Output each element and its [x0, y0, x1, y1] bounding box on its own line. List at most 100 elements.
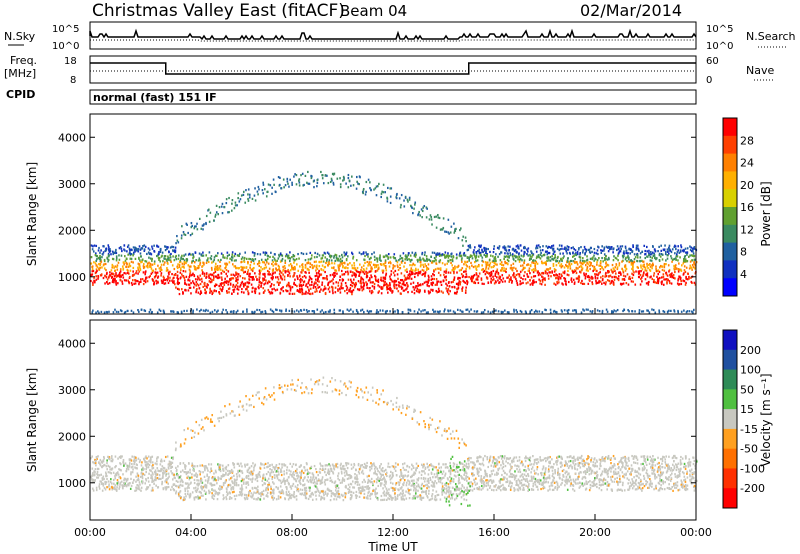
heatmap-cell: [406, 198, 409, 201]
heatmap-cell: [122, 267, 125, 270]
heatmap-cell: [199, 282, 202, 286]
heatmap-cell: [309, 265, 311, 269]
heatmap-cell: [417, 213, 419, 217]
heatmap-cell: [123, 248, 125, 251]
heatmap-cell: [178, 484, 181, 488]
heatmap-cell: [565, 250, 568, 253]
heatmap-cell: [366, 286, 369, 289]
heatmap-cell: [176, 270, 179, 273]
heatmap-cell: [646, 262, 648, 265]
heatmap-cell: [203, 281, 206, 285]
heatmap-cell: [373, 188, 375, 191]
heatmap-cell: [205, 308, 207, 312]
heatmap-cell: [505, 270, 507, 274]
heatmap-cell: [195, 420, 198, 424]
heatmap-cell: [470, 261, 472, 265]
heatmap-cell: [185, 473, 188, 476]
heatmap-cell: [684, 258, 687, 261]
heatmap-cell: [107, 276, 110, 279]
heatmap-cell: [98, 461, 100, 464]
heatmap-cell: [692, 311, 694, 314]
heatmap-cell: [289, 251, 291, 254]
heatmap-cell: [427, 311, 429, 314]
heatmap-cell: [161, 251, 164, 254]
heatmap-cell: [354, 285, 357, 288]
heatmap-cell: [127, 253, 129, 256]
heatmap-cell: [265, 259, 268, 262]
heatmap-cell: [128, 247, 131, 250]
heatmap-cell: [535, 280, 537, 284]
heatmap-cell: [190, 226, 193, 229]
heatmap-cell: [580, 281, 582, 285]
heatmap-cell: [525, 311, 528, 314]
heatmap-cell: [663, 266, 666, 269]
heatmap-cell: [433, 260, 436, 263]
heatmap-cell: [670, 255, 672, 258]
heatmap-cell: [221, 278, 223, 281]
heatmap-cell: [206, 473, 209, 476]
heatmap-cell: [691, 254, 694, 257]
heatmap-cell: [212, 476, 215, 479]
heatmap-cell: [168, 258, 170, 262]
heatmap-cell: [232, 283, 235, 287]
heatmap-cell: [587, 282, 590, 285]
heatmap-cell: [600, 249, 602, 252]
heatmap-cell: [572, 271, 574, 274]
heatmap-cell: [108, 488, 111, 491]
heatmap-cell: [200, 494, 203, 497]
heatmap-cell: [142, 466, 144, 469]
heatmap-cell: [171, 279, 173, 282]
heatmap-cell: [156, 463, 158, 466]
heatmap-cell: [509, 245, 511, 248]
heatmap-cell: [99, 462, 101, 466]
heatmap-cell: [283, 264, 286, 268]
heatmap-cell: [306, 310, 309, 313]
heatmap-cell: [595, 273, 598, 276]
heatmap-cell: [406, 255, 408, 258]
heatmap-cell: [342, 179, 344, 182]
heatmap-cell: [409, 273, 412, 276]
heatmap-cell: [678, 283, 681, 286]
heatmap-cell: [285, 253, 288, 256]
heatmap-cell: [141, 474, 144, 477]
heatmap-cell: [658, 266, 661, 269]
heatmap-cell: [232, 273, 235, 276]
heatmap-cell: [344, 266, 347, 270]
heatmap-cell: [251, 269, 254, 273]
heatmap-cell: [217, 493, 220, 496]
heatmap-cell: [513, 275, 515, 278]
heatmap-cell: [308, 182, 311, 185]
heatmap-cell: [135, 467, 137, 470]
heatmap-cell: [273, 283, 275, 287]
heatmap-cell: [475, 256, 478, 259]
heatmap-cell: [178, 476, 181, 479]
heatmap-cell: [255, 287, 257, 290]
heatmap-cell: [596, 277, 599, 280]
heatmap-cell: [309, 292, 312, 296]
heatmap-cell: [452, 266, 455, 270]
heatmap-cell: [300, 284, 303, 287]
heatmap-cell: [540, 252, 542, 255]
heatmap-cell: [218, 206, 221, 209]
heatmap-cell: [214, 476, 216, 479]
heatmap-cell: [164, 255, 167, 258]
heatmap-cell: [143, 309, 146, 312]
heatmap-cell: [145, 477, 147, 481]
heatmap-cell: [626, 256, 629, 259]
heatmap-cell: [186, 260, 188, 263]
heatmap-cell: [213, 256, 216, 259]
heatmap-cell: [327, 263, 329, 266]
heatmap-cell: [174, 476, 176, 480]
heatmap-cell: [503, 267, 505, 270]
heatmap-cell: [628, 310, 630, 313]
heatmap-cell: [432, 288, 434, 292]
heatmap-cell: [228, 280, 231, 283]
heatmap-cell: [536, 262, 539, 265]
heatmap-cell: [140, 261, 142, 264]
heatmap-cell: [114, 455, 117, 458]
heatmap-cell: [407, 308, 410, 311]
heatmap-cell: [486, 271, 489, 275]
heatmap-cell: [304, 259, 307, 262]
heatmap-cell: [176, 311, 179, 314]
heatmap-cell: [585, 308, 588, 311]
